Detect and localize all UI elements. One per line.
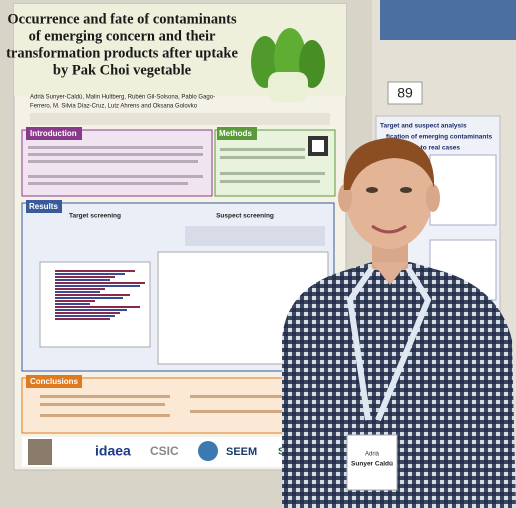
logo: idaea [95, 443, 131, 459]
subheading: Target screening [69, 213, 121, 220]
authors: Ferrero, M. Silvia Díaz-Cruz, Lutz Ahren… [30, 104, 198, 110]
badge-name: Sunyer Caldú [351, 461, 393, 468]
window [380, 0, 516, 40]
poster: Occurrence and fate of contaminants of e… [6, 3, 347, 471]
poster-title: of emerging concern and their [29, 28, 216, 44]
right-poster-title: fication of emerging contaminants [386, 134, 493, 141]
subheading: Suspect screening [216, 213, 274, 220]
number-card [387, 81, 423, 105]
section-heading: Conclusions [30, 377, 79, 386]
right-poster-title: lication to real cases [396, 145, 460, 152]
authors: Adrià Sunyer-Caldú, Malin Hultberg, Rubé… [30, 95, 215, 101]
poster-title: Occurrence and fate of contaminants [7, 11, 237, 27]
poster-title: transformation products after uptake [6, 45, 238, 61]
right-poster-title: Target and suspect analysis [380, 123, 467, 130]
badge-name: Adrià [365, 452, 380, 458]
board-number: 89 [397, 85, 413, 101]
logo: SEEM [226, 446, 257, 458]
person: Adrià Sunyer Caldú [282, 138, 516, 508]
section-heading: Introduction [30, 129, 77, 138]
logo: CSIC [150, 444, 179, 458]
pak-choi-image [251, 28, 325, 102]
section-heading: Results [29, 202, 58, 211]
section-heading: Methods [219, 129, 252, 138]
poster-title: by Pak Choi vegetable [53, 62, 192, 78]
